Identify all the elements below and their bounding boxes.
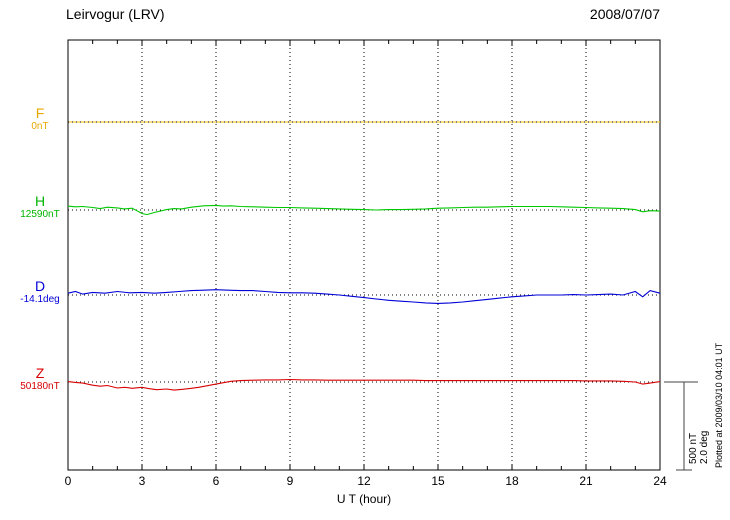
x-tick-label: 3: [138, 474, 146, 488]
x-tick-label: 9: [286, 474, 294, 488]
trace-D: [67, 289, 661, 304]
series-letter-H: H: [34, 193, 46, 209]
series-letter-D: D: [34, 278, 46, 294]
series-label-D: D -14.1deg: [14, 279, 66, 305]
series-label-H: H 12590nT: [14, 194, 66, 220]
trace-Z: [67, 378, 661, 391]
series-label-Z: Z 50180nT: [14, 366, 66, 392]
chart-title: Leirvogur (LRV): [66, 6, 165, 22]
chart-date: 2008/07/07: [589, 6, 660, 22]
x-tick-label: 18: [505, 474, 519, 488]
x-tick-label: 12: [357, 474, 371, 488]
scalebar-label-500nt: 500 nT: [688, 432, 699, 464]
scalebar-labels: 500 nT 2.0 deg: [688, 431, 710, 464]
x-tick-label: 0: [64, 474, 72, 488]
series-letter-F: F: [35, 105, 45, 121]
scalebar-label-2deg: 2.0 deg: [699, 430, 710, 464]
trace-H: [67, 204, 661, 216]
series-baseline-value-D: -14.1deg: [20, 294, 60, 305]
series-letter-Z: Z: [35, 365, 45, 381]
series-baseline-value-Z: 50180nT: [20, 381, 60, 392]
x-tick-label: 21: [579, 474, 593, 488]
x-tick-label: 15: [431, 474, 445, 488]
x-tick-label: 24: [653, 474, 667, 488]
x-tick-label: 6: [212, 474, 220, 488]
series-baseline-value-F: 0nT: [31, 121, 49, 132]
series-label-F: F 0nT: [14, 106, 66, 132]
series-baseline-value-H: 12590nT: [20, 209, 60, 220]
x-axis-label: U T (hour): [336, 492, 392, 506]
plotted-at-note: Plotted at 2009/03/10 04:01 UT: [714, 342, 724, 468]
